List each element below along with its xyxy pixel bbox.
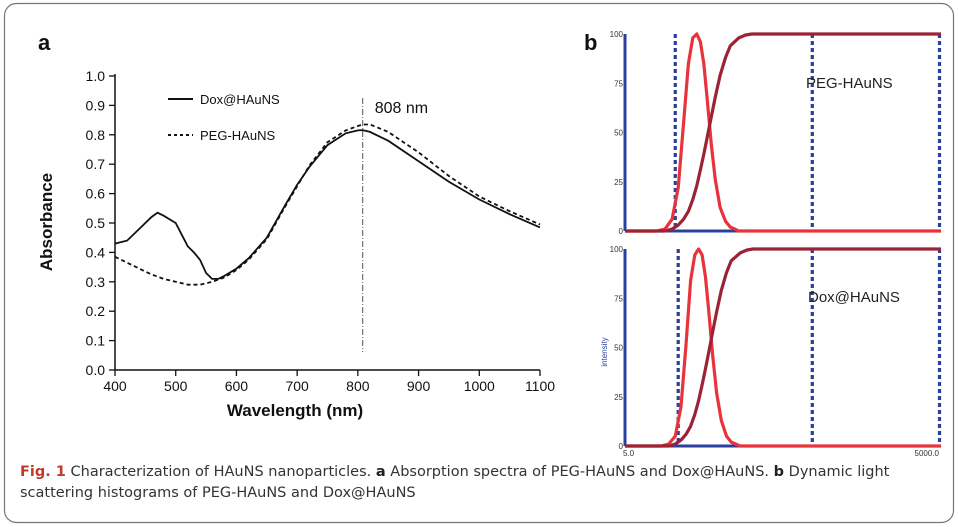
caption-letter-b: b	[773, 464, 785, 480]
x-tick-label: 1000	[464, 378, 495, 394]
dls-cumulative-curve	[625, 32, 941, 233]
dls-x-tick-label: 5.0	[623, 449, 635, 458]
dls-label-dox: Dox@HAuNS	[808, 289, 900, 306]
x-tick-label: 700	[285, 378, 309, 394]
x-tick-label: 1100	[525, 378, 555, 394]
dls-y-tick-label: 25	[614, 393, 623, 402]
x-tick-label: 800	[346, 378, 370, 394]
dls-cumulative-curve	[625, 247, 941, 448]
y-tick-label: 0.1	[86, 333, 106, 349]
series-peg-line	[114, 123, 541, 286]
dls-y-tick-label: 100	[610, 245, 624, 254]
dls-y-tick-label: 50	[614, 129, 623, 138]
y-tick-label: 0.5	[86, 215, 106, 231]
dls-y-tick-label: 0	[619, 227, 624, 236]
y-tick-label: 0.2	[86, 303, 106, 319]
dls-chart-dox: 0 25 50 75 100 5.0 5000.0	[610, 245, 942, 458]
legend-entry-dox: Dox@HAuNS	[200, 92, 280, 107]
dls-y-tick-label: 100	[610, 30, 624, 39]
y-tick-label: 0.8	[86, 127, 106, 143]
peak-annotation: 808 nm	[375, 100, 428, 117]
dls-x-tick-label: 5000.0	[915, 449, 940, 458]
x-tick-label: 400	[103, 378, 127, 394]
caption-text-3: Dynamic light scattering histograms of P…	[20, 464, 890, 501]
panel-label-b: b	[584, 30, 597, 55]
y-tick-label: 0.6	[86, 186, 106, 202]
caption-text-1: Characterization of HAuNS nanoparticles.	[65, 464, 376, 480]
x-tick-label: 600	[225, 378, 249, 394]
caption-letter-a: a	[375, 464, 386, 480]
figure-caption: Fig. 1 Characterization of HAuNS nanopar…	[20, 462, 945, 504]
y-tick-label: 0.3	[86, 274, 106, 290]
dls-chart-peg: 0 25 50 75 100	[610, 30, 942, 236]
x-tick-label: 900	[407, 378, 431, 394]
caption-text-2: Absorption spectra of PEG-HAuNS and Dox@…	[385, 464, 774, 480]
dls-y-tick-label: 0	[619, 442, 624, 451]
y-tick-label: 0.9	[86, 97, 106, 113]
dls-y-tick-label: 75	[614, 294, 623, 303]
dls-y-tick-label: 75	[614, 79, 623, 88]
dls-y-tick-label: 50	[614, 344, 623, 353]
dls-y-axis-label: intensity	[600, 337, 609, 366]
absorbance-chart: 0.0 0.1 0.2 0.3 0.4 0.5 0.6 0.7 0.8 0.9 1.0 400 500 6…	[37, 68, 555, 420]
dls-distribution-curve	[625, 32, 941, 233]
caption-fig-label: Fig. 1	[20, 464, 66, 480]
dls-y-tick-label: 25	[614, 178, 623, 187]
x-axis-label: Wavelength (nm)	[227, 401, 363, 420]
dls-label-peg: PEG-HAuNS	[806, 75, 893, 92]
panel-label-a: a	[38, 30, 51, 55]
dls-distribution-curve	[625, 247, 941, 448]
y-axis-label: Absorbance	[37, 173, 56, 271]
y-tick-label: 0.7	[86, 156, 106, 172]
series-dox-line	[114, 129, 541, 280]
legend-entry-peg: PEG-HAuNS	[200, 128, 275, 143]
y-tick-label: 0.4	[86, 244, 106, 260]
legend: Dox@HAuNS PEG-HAuNS	[168, 92, 280, 143]
x-tick-label: 500	[164, 378, 188, 394]
y-tick-label: 1.0	[86, 68, 106, 84]
y-tick-label: 0.0	[86, 362, 106, 378]
